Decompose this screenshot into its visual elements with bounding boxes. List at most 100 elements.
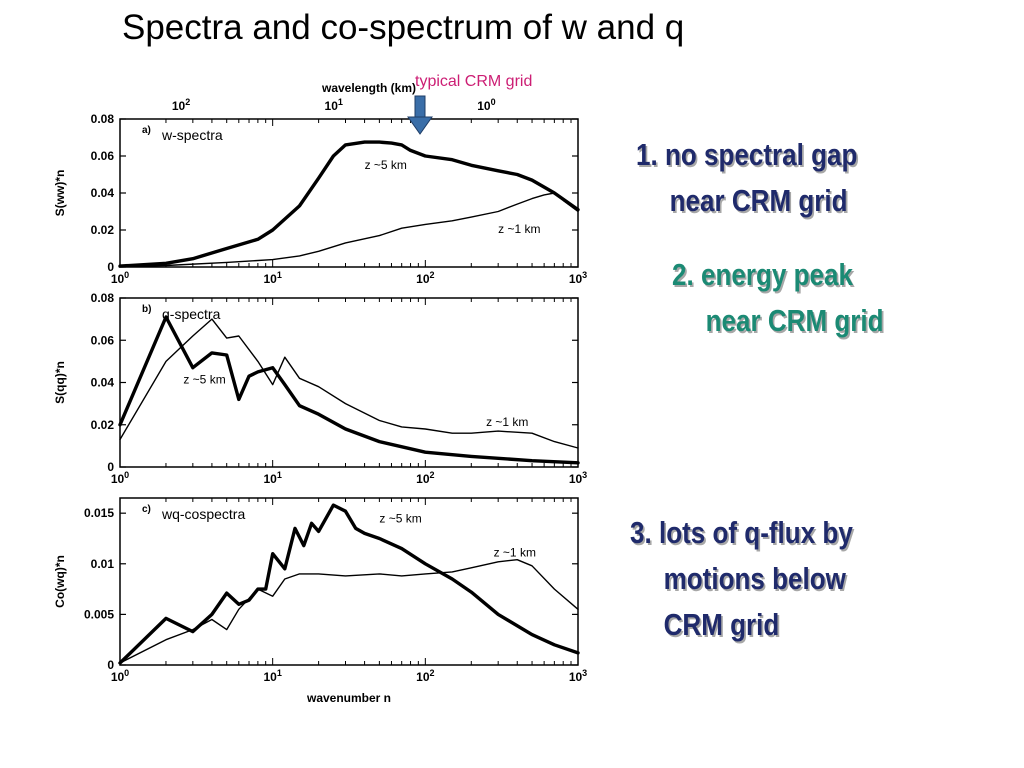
panel-c-title: wq-cospectra	[161, 506, 245, 522]
point-3-text-1: lots of q-flux by	[658, 515, 853, 550]
wavelength-tick-label-1-base: 10	[172, 99, 186, 113]
panel-c-x-tick-label-3: 103	[569, 668, 587, 684]
point-3-line-2: motions below	[663, 561, 846, 596]
panel-c-x-tick-label-0-base: 10	[111, 670, 125, 684]
panel-c-series-z5km-line	[118, 503, 580, 665]
panel-b-x-tick-label-0-exp: 0	[124, 470, 129, 480]
panel-b-x-tick-label-1-base: 10	[263, 472, 277, 486]
panel-a-x-tick-label-0-base: 10	[111, 272, 125, 286]
wavelength-tick-label-2: 101	[325, 97, 343, 113]
panel-a-x-tick-label-1: 101	[263, 270, 281, 286]
panel-c-x-tick-label-3-base: 10	[569, 670, 583, 684]
point-2-line-1: 2. energy peak	[672, 252, 884, 298]
panel-c-letter: c)	[142, 504, 151, 515]
point-1-line-1: 1. no spectral gap	[636, 132, 857, 178]
panel-b-title: q-spectra	[162, 306, 221, 322]
panel-a-series-z1km-line	[119, 192, 579, 268]
crm-grid-arrow-head	[407, 116, 433, 135]
panel-a-title: w-spectra	[161, 127, 223, 143]
panel-b-y-tick-label-0: 0	[107, 460, 114, 474]
panel-b-x-tick-label-3-exp: 3	[582, 470, 587, 480]
panel-c-x-tick-label-0-exp: 0	[124, 668, 129, 678]
point-2-line-2: near CRM grid	[705, 303, 884, 338]
panel-a-y-tick-label-1: 0.02	[91, 223, 115, 237]
wavelength-tick-label-3-exp: 0	[491, 97, 496, 107]
panel-c-x-tick-label-1-base: 10	[263, 670, 277, 684]
panel-b-y-tick-label-2: 0.04	[91, 376, 115, 390]
panel-b-y-tick-label-1: 0.02	[91, 418, 115, 432]
panel-c-x-tick-label-1-exp: 1	[277, 668, 282, 678]
panel-b-series-label-1: z ~1 km	[486, 415, 528, 429]
panel-b-x-tick-label-1: 101	[263, 470, 281, 486]
panel-c-x-tick-label-0: 100	[111, 668, 129, 684]
panel-a-series-z5km-line	[118, 140, 580, 268]
wavenumber-axis-label: wavenumber n	[306, 691, 391, 705]
panel-a-y-tick-label-4: 0.08	[91, 112, 115, 126]
panel-c-y-tick-label-3: 0.015	[84, 506, 114, 520]
panel-c-frame	[119, 497, 579, 666]
panel-b-x-tick-label-0: 100	[111, 470, 129, 486]
panel-c-x-tick-label-2: 102	[416, 668, 434, 684]
panel-a-x-tick-label-2-exp: 2	[430, 270, 435, 280]
point-1-text-1: no spectral gap	[664, 137, 858, 172]
wavelength-tick-label-3: 100	[477, 97, 495, 113]
panel-b-x-tick-label-1-exp: 1	[277, 470, 282, 480]
wavelength-tick-label-1: 102	[172, 97, 190, 113]
panel-a-x-tick-label-0-exp: 0	[124, 270, 129, 280]
panel-b-x-tick-label-2: 102	[416, 470, 434, 486]
point-1: 1. no spectral gap near CRM grid	[636, 132, 857, 224]
crm-grid-annotation: typical CRM grid	[415, 73, 532, 90]
panel-b-series-z5km-line	[118, 315, 580, 465]
panel-b-x-tick-label-2-base: 10	[416, 472, 430, 486]
panel-a-x-tick-label-3-exp: 3	[582, 270, 587, 280]
panel-a-x-tick-label-3-base: 10	[569, 272, 583, 286]
point-2-text-1: energy peak	[700, 257, 853, 292]
panel-a-x-tick-label-2: 102	[416, 270, 434, 286]
wavelength-axis-label: wavelength (km)	[321, 81, 416, 95]
panel-b-y-label: S(qq)*n	[53, 361, 67, 404]
panel-a-x-tick-label-1-base: 10	[263, 272, 277, 286]
point-3: 3. lots of q-flux by motions below CRM g…	[630, 510, 853, 648]
panel-c-x-tick-label-3-exp: 3	[582, 668, 587, 678]
point-2: 2. energy peak near CRM grid	[672, 252, 884, 344]
slide-title: Spectra and co-spectrum of w and q	[122, 8, 685, 47]
panel-c-series-label-0: z ~5 km	[379, 511, 421, 525]
panel-a-y-tick-label-0: 0	[107, 260, 114, 274]
panel-c-series-z1km-line	[119, 559, 579, 664]
panel-b-series-z1km-line	[119, 318, 579, 449]
panel-a-x-tick-label-2-base: 10	[416, 272, 430, 286]
wavelength-tick-label-3-base: 10	[477, 99, 491, 113]
point-3-number: 3.	[630, 515, 652, 550]
panel-a-x-tick-label-3: 103	[569, 270, 587, 286]
panel-a-series-label-0: z ~5 km	[365, 158, 407, 172]
point-3-line-3: CRM grid	[663, 607, 780, 642]
panel-a-y-tick-label-2: 0.04	[91, 186, 115, 200]
panel-a-y-tick-label-3: 0.06	[91, 149, 115, 163]
wavelength-tick-label-2-exp: 1	[338, 97, 343, 107]
point-3-line-1: 3. lots of q-flux by	[630, 510, 853, 556]
panel-b-x-tick-label-3: 103	[569, 470, 587, 486]
panel-c-y-tick-label-0: 0	[107, 658, 114, 672]
wavelength-tick-label-2-base: 10	[325, 99, 339, 113]
point-2-number: 2.	[672, 257, 694, 292]
panel-c-x-tick-label-1: 101	[263, 668, 281, 684]
point-1-line-2: near CRM grid	[669, 183, 848, 218]
panel-b-x-tick-label-2-exp: 2	[430, 470, 435, 480]
panel-b-y-tick-label-3: 0.06	[91, 333, 115, 347]
crm-grid-arrow-shaft	[414, 95, 426, 119]
panel-b-letter: b)	[142, 304, 151, 315]
panel-c-y-tick-label-2: 0.01	[91, 557, 115, 571]
panel-a-x-tick-label-1-exp: 1	[277, 270, 282, 280]
panel-c-x-tick-label-2-base: 10	[416, 670, 430, 684]
panel-b-x-tick-label-3-base: 10	[569, 472, 583, 486]
panel-c-series-label-1: z ~1 km	[494, 546, 536, 560]
panel-c-y-tick-label-1: 0.005	[84, 607, 114, 621]
panel-c-x-tick-label-2-exp: 2	[430, 668, 435, 678]
panel-a-y-label: S(ww)*n	[53, 170, 67, 217]
wavelength-tick-label-1-exp: 2	[185, 97, 190, 107]
panel-b-x-tick-label-0-base: 10	[111, 472, 125, 486]
panel-a-x-tick-label-0: 100	[111, 270, 129, 286]
panel-b-series-label-0: z ~5 km	[183, 373, 225, 387]
point-1-number: 1.	[636, 137, 658, 172]
